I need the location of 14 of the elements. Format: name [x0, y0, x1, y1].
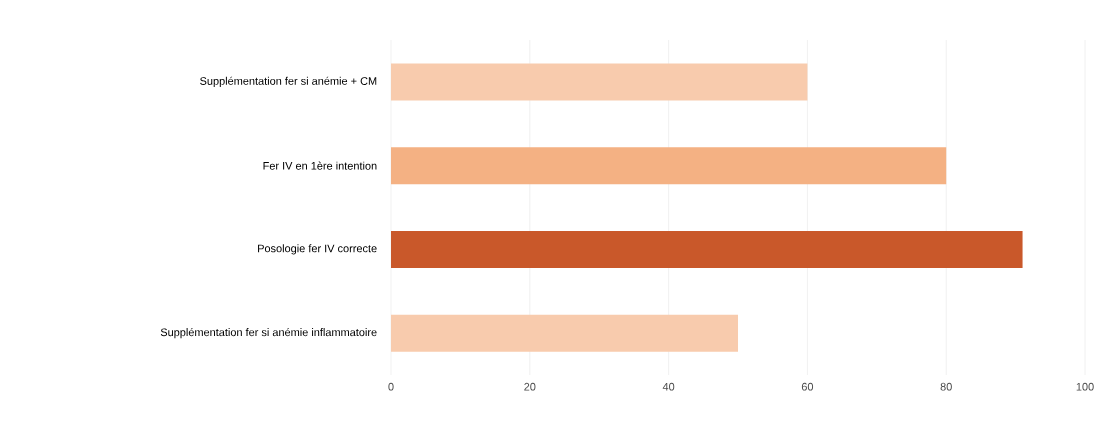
bar	[391, 230, 1023, 268]
x-tick-label: 60	[801, 382, 814, 391]
y-tick-label: Posologie fer IV correcte	[258, 244, 377, 255]
y-tick-label: Supplémentation fer si anémie inflammatoire	[160, 327, 377, 339]
bar	[391, 147, 947, 185]
y-tick-label: Fer IV en 1ère intention	[263, 161, 377, 170]
x-tick-label: 100	[1076, 382, 1094, 391]
bar	[391, 63, 808, 101]
x-tick-label: 20	[524, 382, 536, 391]
x-tick-label: 80	[940, 382, 952, 391]
x-tick-label: 40	[662, 382, 675, 391]
bar	[391, 314, 739, 352]
y-tick-label: Supplémentation fer si anémie + CM	[200, 76, 377, 88]
x-tick-label: 0	[388, 382, 394, 391]
